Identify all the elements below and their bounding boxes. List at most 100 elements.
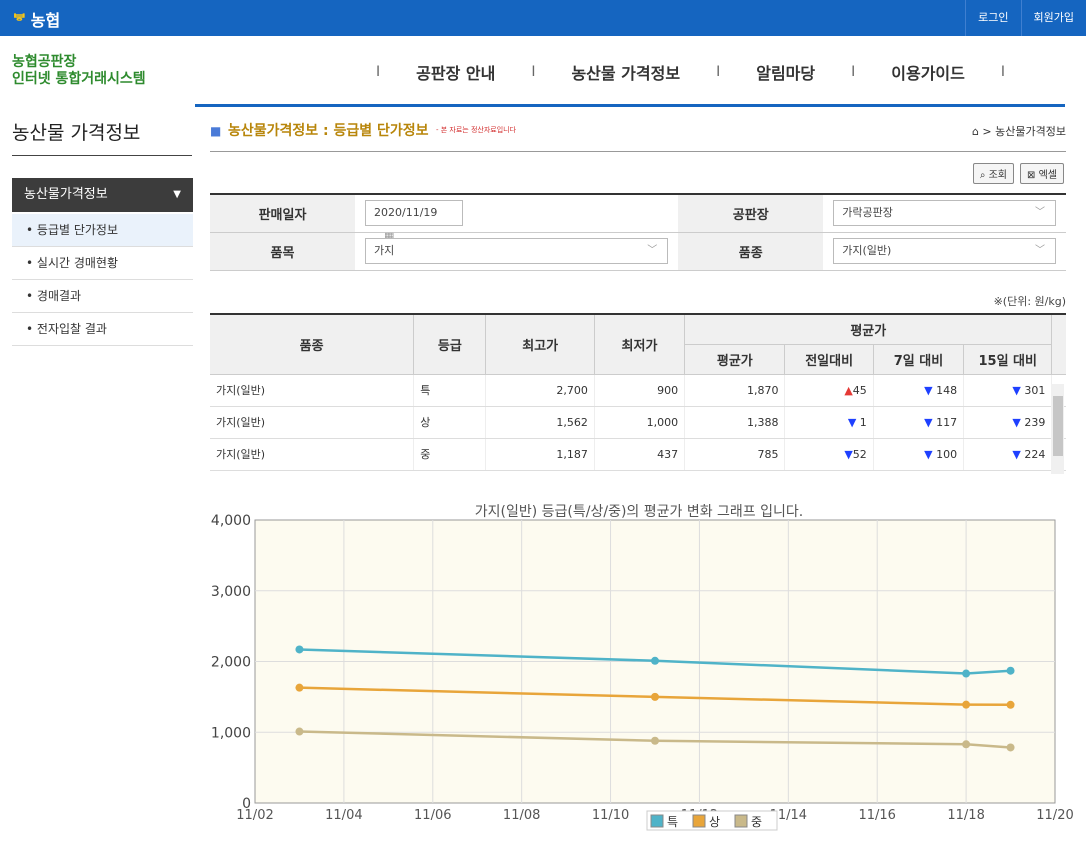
down-triangle-icon: ▼ — [1012, 447, 1021, 461]
table-row: 가지(일반) 특 2,700 900 1,870 ▲45 ▼ 148 ▼ 301 — [210, 374, 1066, 407]
cell-15d: 239 — [1024, 415, 1046, 429]
data-point — [1006, 666, 1015, 675]
cell-prev: 1 — [859, 415, 867, 429]
excel-button[interactable]: ⊠ 엑셀 — [1020, 163, 1064, 184]
market-label: 공판장 — [678, 194, 824, 233]
cell-15d: 224 — [1024, 447, 1046, 461]
cell-max: 2,700 — [485, 374, 595, 407]
cell-max: 1,187 — [485, 438, 595, 471]
excel-icon: ⊠ — [1027, 170, 1036, 181]
breadcrumb: ⌂ > 농산물가격정보 — [971, 125, 1066, 138]
data-point — [1006, 743, 1015, 752]
col-avg-group: 평균가 — [684, 314, 1053, 345]
site-title-line1: 농협공판장 — [12, 54, 77, 70]
data-point — [962, 740, 971, 749]
y-tick-label: 3,000 — [211, 584, 251, 600]
brand-name: 농협 — [30, 11, 61, 30]
cell-variety: 가지(일반) — [210, 374, 415, 407]
x-tick-label: 11/08 — [503, 808, 540, 823]
filter-table: 판매일자 2020/11/19 ▦ 공판장 가락공판장 ﹀ 품목 가지 ﹀ 품종… — [210, 193, 1066, 271]
search-button[interactable]: ⌕ 조회 — [972, 163, 1015, 184]
breadcrumb-current[interactable]: 농산물가격정보 — [995, 125, 1066, 138]
y-tick-label: 4,000 — [211, 513, 251, 529]
series-line — [299, 730, 1011, 749]
up-triangle-icon: ▲ — [844, 383, 853, 397]
lnb-item-label: 등급별 단가정보 — [36, 223, 119, 237]
cell-grade: 상 — [413, 406, 487, 439]
col-prev: 전일대비 — [784, 344, 874, 375]
col-avg: 평균가 — [684, 344, 786, 375]
table-row: 가지(일반) 중 1,187 437 785 ▼52 ▼ 100 ▼ 224 — [210, 438, 1066, 471]
lnb-menu: • 등급별 단가정보 • 실시간 경매현황 • 경매결과 • 전자입찰 결과 — [12, 214, 193, 346]
chart-title: 가지(일반) 등급(특/상/중)의 평균가 변화 그래프 입니다. — [475, 504, 803, 520]
calendar-icon[interactable]: ▦ — [384, 230, 395, 244]
down-triangle-icon: ▼ — [1012, 383, 1021, 397]
cell-avg: 785 — [684, 438, 786, 471]
data-point — [651, 736, 659, 745]
grid-lines — [255, 520, 1055, 803]
down-triangle-icon: ▼ — [1012, 415, 1021, 429]
caret-down-icon: ▼ — [173, 189, 181, 200]
lnb-menu-header-label: 농산물가격정보 — [24, 187, 108, 202]
action-buttons: ⌕ 조회 ⊠ 엑셀 — [972, 163, 1064, 184]
col-15d: 15일 대비 — [963, 344, 1053, 375]
lnb-item-bid-result[interactable]: • 전자입찰 결과 — [12, 313, 193, 346]
item-select[interactable]: 가지 ﹀ — [365, 238, 669, 264]
lnb-item-auction-result[interactable]: • 경매결과 — [12, 280, 193, 313]
page-title: 농산물가격정보 : 등급별 단가정보 — [228, 123, 429, 139]
down-triangle-icon: ▼ — [924, 383, 933, 397]
date-value: 2020/11/19 — [374, 206, 438, 220]
top-links: 로그인 회원가입 — [965, 0, 1086, 36]
login-link[interactable]: 로그인 — [965, 0, 1020, 36]
lnb-item-grade-price[interactable]: • 등급별 단가정보 — [12, 214, 193, 247]
nh-logo-icon: ᄫ — [12, 11, 27, 30]
cell-min: 437 — [594, 438, 686, 471]
nav-item-notice[interactable]: 알림마당 — [756, 64, 816, 83]
date-field[interactable]: 2020/11/19 ▦ — [365, 200, 463, 243]
chevron-down-icon: ﹀ — [1035, 207, 1045, 219]
variety-select[interactable]: 가지(일반) ﹀ — [833, 238, 1056, 264]
series-특 — [295, 645, 1015, 678]
join-link[interactable]: 회원가입 — [1020, 0, 1086, 36]
lnb-item-realtime-auction[interactable]: • 실시간 경매현황 — [12, 247, 193, 280]
market-value: 가락공판장 — [842, 206, 893, 220]
legend-label: 특 — [667, 815, 678, 829]
section-title: 농산물 가격정보 — [12, 118, 192, 156]
col-7d: 7일 대비 — [873, 344, 965, 375]
market-select[interactable]: 가락공판장 ﹀ — [833, 200, 1056, 227]
nav-item-price-info[interactable]: 농산물 가격정보 — [571, 64, 681, 83]
nav-item-market-info[interactable]: 공판장 안내 — [416, 64, 496, 83]
y-tick-label: 1,000 — [211, 725, 251, 741]
cell-prev: 52 — [852, 447, 867, 461]
home-icon[interactable]: ⌂ — [971, 125, 979, 138]
lnb-item-label: 실시간 경매현황 — [36, 256, 119, 270]
legend-label: 중 — [751, 815, 762, 829]
cell-prev: 45 — [852, 383, 867, 397]
chevron-down-icon: ﹀ — [647, 245, 658, 256]
cell-15d: 301 — [1024, 383, 1046, 397]
x-tick-label: 11/04 — [325, 808, 362, 823]
x-tick-label: 11/02 — [236, 808, 273, 823]
x-tick-label: 11/06 — [414, 808, 451, 823]
lnb-menu-header[interactable]: 농산물가격정보 ▼ — [12, 178, 193, 212]
nav-separator: I — [376, 64, 381, 80]
item-value: 가지 — [374, 244, 395, 257]
variety-label: 품종 — [678, 232, 824, 271]
cell-variety: 가지(일반) — [210, 406, 415, 439]
nav-item-guide[interactable]: 이용가이드 — [891, 64, 965, 83]
site-title[interactable]: 농협공판장 인터넷 통합거래시스템 — [12, 54, 146, 88]
search-button-label: 조회 — [988, 170, 1008, 181]
down-triangle-icon: ▼ — [844, 447, 853, 461]
global-nav: I 공판장 안내 I 농산물 가격정보 I 알림마당 I 이용가이드 I — [340, 60, 1041, 84]
x-tick-label: 11/16 — [858, 808, 895, 823]
table-scrollbar-thumb[interactable] — [1053, 396, 1063, 456]
legend-swatch — [734, 814, 748, 828]
chevron-down-icon: ﹀ — [1035, 245, 1045, 256]
series-line — [299, 648, 1011, 675]
nav-separator: I — [851, 64, 856, 80]
series-layer — [295, 645, 1015, 752]
data-point — [295, 727, 304, 736]
cell-avg: 1,388 — [684, 406, 786, 439]
brand-logo[interactable]: ᄫ 농협 — [12, 7, 60, 31]
